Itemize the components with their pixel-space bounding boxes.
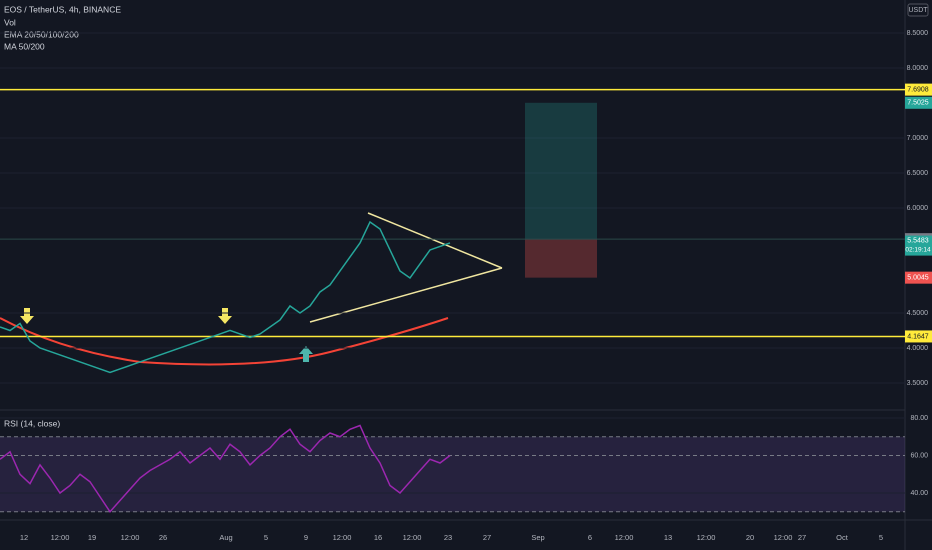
time-label: 26	[159, 533, 167, 542]
time-label: Oct	[836, 533, 849, 542]
level-tag	[905, 330, 932, 343]
price-tag-label: 7.5025	[907, 100, 929, 107]
arrow-up	[299, 346, 313, 362]
time-label: 12:00	[121, 533, 140, 542]
time-label: 20	[746, 533, 754, 542]
level-tag-label: 7.6908	[907, 86, 929, 93]
time-label: 12:00	[333, 533, 352, 542]
time-label: 12:00	[51, 533, 70, 542]
time-label: Sep	[531, 533, 544, 542]
y-tick-label: 4.0000	[907, 345, 929, 352]
price-tag	[905, 96, 932, 109]
y-tick-label: 4.5000	[907, 310, 929, 317]
currency[interactable]: USDT	[908, 7, 928, 14]
y-tick-label: 8.0000	[907, 65, 929, 72]
time-label: 12	[20, 533, 28, 542]
time-label: 12:00	[697, 533, 716, 542]
time-label: 6	[588, 533, 592, 542]
time-label: 12:00	[403, 533, 422, 542]
rsi-band	[0, 436, 905, 512]
stop-zone	[525, 239, 597, 278]
arrow-down	[218, 308, 232, 324]
time-label: 27	[483, 533, 491, 542]
last-price-tag	[905, 235, 932, 256]
rsi-line	[0, 424, 451, 513]
rsi-label: RSI (14, close)	[4, 418, 60, 428]
time-label: 5	[879, 533, 883, 542]
y-tick-label: 6.0000	[907, 205, 929, 212]
time-label: 9	[304, 533, 308, 542]
level-tag-label: 4.1647	[907, 333, 929, 340]
last-price-label: 5.5483	[907, 237, 929, 244]
ma-label: MA 50/200	[4, 41, 45, 51]
time-label: 5	[264, 533, 268, 542]
arrow-down	[20, 308, 34, 324]
y-tick-label: 3.5000	[907, 380, 929, 387]
time-label: 27	[798, 533, 806, 542]
target-zone	[525, 102, 597, 240]
symbol: EOS / TetherUS, 4h, BINANCE	[4, 4, 121, 14]
y-tick-label: 7.0000	[907, 135, 929, 142]
level-tag	[905, 83, 932, 96]
time-label: 12:00	[615, 533, 634, 542]
time-label: 19	[88, 533, 96, 542]
countdown: 02:19:14	[905, 246, 931, 253]
price-line	[0, 220, 451, 374]
triangle-upper	[367, 212, 503, 269]
price-tag	[905, 271, 932, 284]
y-tick-label: 6.5000	[907, 170, 929, 177]
currency-box[interactable]	[907, 3, 929, 17]
time-label: Aug	[219, 533, 232, 542]
time-label: 12:00	[774, 533, 793, 542]
y-tick-label: 8.5000	[907, 30, 929, 37]
time-label: 23	[444, 533, 452, 542]
rsi-tick-label: 80.00	[910, 415, 928, 422]
time-label: 16	[374, 533, 382, 542]
ema-label: EMA 20/50/100/200	[4, 29, 79, 39]
rsi-tick-label: 60.00	[910, 452, 928, 459]
rsi-tick-label: 40.00	[910, 490, 928, 497]
time-label: 13	[664, 533, 672, 542]
vol-label: Vol	[4, 17, 16, 27]
price-tag-label: 5.0045	[907, 275, 929, 282]
